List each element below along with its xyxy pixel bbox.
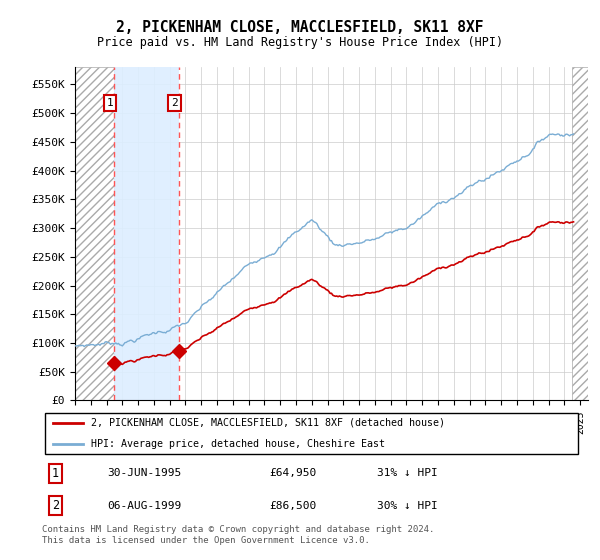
- Bar: [59, 67, 115, 400]
- Text: Contains HM Land Registry data © Crown copyright and database right 2024.
This d: Contains HM Land Registry data © Crown c…: [42, 525, 434, 545]
- Text: 30-JUN-1995: 30-JUN-1995: [107, 468, 181, 478]
- Text: 1: 1: [106, 98, 113, 108]
- Text: HPI: Average price, detached house, Cheshire East: HPI: Average price, detached house, Ches…: [91, 439, 385, 449]
- Text: £64,950: £64,950: [269, 468, 316, 478]
- Text: 31% ↓ HPI: 31% ↓ HPI: [377, 468, 437, 478]
- Text: £86,500: £86,500: [269, 501, 316, 511]
- Text: 1: 1: [52, 467, 59, 480]
- Text: Price paid vs. HM Land Registry's House Price Index (HPI): Price paid vs. HM Land Registry's House …: [97, 36, 503, 49]
- Text: 2, PICKENHAM CLOSE, MACCLESFIELD, SK11 8XF: 2, PICKENHAM CLOSE, MACCLESFIELD, SK11 8…: [116, 20, 484, 35]
- Bar: [115, 67, 179, 400]
- Bar: [572, 67, 600, 400]
- Text: 2, PICKENHAM CLOSE, MACCLESFIELD, SK11 8XF (detached house): 2, PICKENHAM CLOSE, MACCLESFIELD, SK11 8…: [91, 418, 445, 428]
- Text: 2: 2: [52, 499, 59, 512]
- FancyBboxPatch shape: [45, 413, 578, 454]
- Text: 06-AUG-1999: 06-AUG-1999: [107, 501, 181, 511]
- Text: 2: 2: [171, 98, 178, 108]
- Text: 30% ↓ HPI: 30% ↓ HPI: [377, 501, 437, 511]
